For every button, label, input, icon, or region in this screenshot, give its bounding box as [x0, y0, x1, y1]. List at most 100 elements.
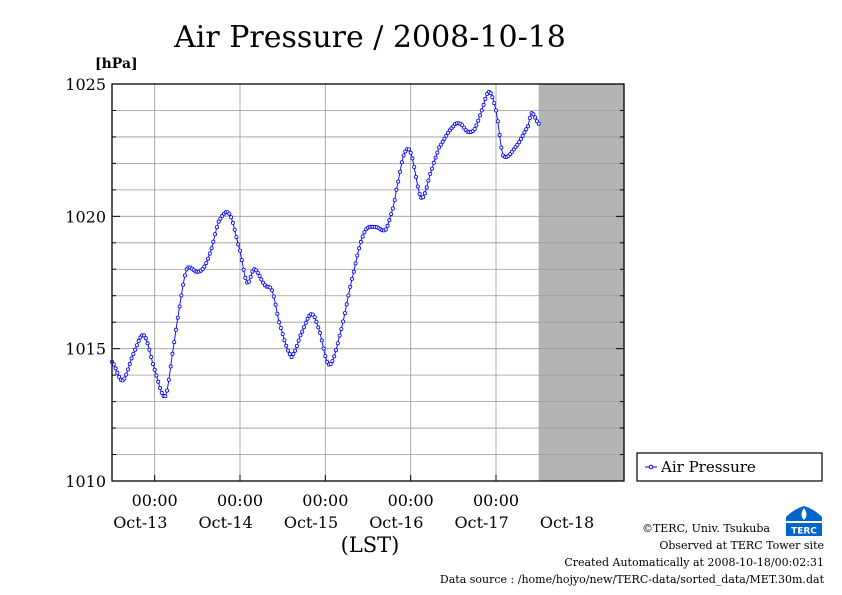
data-point	[177, 304, 182, 309]
data-point	[179, 293, 184, 298]
footer-copyright: ©TERC, Univ. Tsukuba	[641, 522, 770, 535]
data-point	[527, 116, 532, 121]
data-point	[141, 333, 146, 338]
data-point	[271, 294, 276, 299]
data-point	[147, 347, 152, 352]
data-point	[472, 127, 477, 132]
data-point	[207, 251, 212, 256]
data-point	[230, 220, 235, 225]
data-point	[301, 325, 306, 330]
data-point	[166, 377, 171, 382]
footer-observed: Observed at TERC Tower site	[659, 539, 824, 552]
data-point	[417, 191, 422, 196]
data-point	[243, 275, 248, 280]
data-point	[285, 348, 290, 353]
y-tick-label: 1015	[65, 340, 106, 359]
data-point	[517, 140, 522, 145]
data-point	[435, 150, 440, 155]
x-axis-label: (LST)	[341, 533, 400, 557]
data-point	[390, 206, 395, 211]
data-point	[421, 195, 426, 200]
data-point	[397, 169, 402, 174]
data-point	[239, 258, 244, 263]
data-point	[248, 274, 253, 279]
data-point	[428, 171, 433, 176]
legend-label: Air Pressure	[660, 458, 756, 476]
x-tick-label-date: Oct-17	[455, 513, 509, 532]
data-point	[277, 320, 282, 325]
data-point	[280, 332, 285, 337]
data-point	[218, 216, 223, 221]
data-point	[269, 288, 274, 293]
data-point	[319, 338, 324, 343]
y-tick-label: 1020	[65, 207, 106, 226]
data-point	[328, 361, 333, 366]
data-point	[422, 191, 427, 196]
data-point	[332, 354, 337, 359]
data-point	[499, 145, 504, 150]
data-point	[300, 329, 305, 334]
data-point	[145, 341, 150, 346]
data-point	[337, 333, 342, 338]
y-axis-unit: [hPa]	[95, 56, 138, 72]
data-point	[437, 145, 442, 150]
data-point	[442, 136, 447, 141]
data-point	[383, 227, 388, 232]
data-point	[342, 311, 347, 316]
data-point	[415, 184, 420, 189]
series-air-pressure	[110, 89, 541, 399]
x-tick-label-time: 00:00	[132, 491, 178, 510]
data-point	[202, 264, 207, 269]
data-point	[483, 96, 488, 101]
chart-title: Air Pressure / 2008-10-18	[173, 20, 566, 55]
no-data-region	[538, 84, 624, 481]
data-point	[518, 137, 523, 142]
data-point	[312, 315, 317, 320]
data-point	[348, 284, 353, 289]
data-point	[163, 394, 168, 399]
data-point	[387, 218, 392, 223]
data-point	[357, 246, 362, 251]
data-point	[127, 361, 132, 366]
axis-ticks: 1010 1015 1020 1025 00:00 00:00 00:00 00:00 00:0…	[65, 75, 624, 532]
data-point	[445, 130, 450, 135]
data-point	[515, 142, 520, 147]
data-point	[296, 338, 301, 343]
data-point	[396, 179, 401, 184]
data-point	[444, 133, 449, 138]
x-tick-label-date: Oct-16	[369, 513, 423, 532]
x-tick-label-date: Oct-18	[540, 513, 594, 532]
data-point	[232, 227, 237, 232]
data-point	[234, 235, 239, 240]
data-point	[124, 372, 129, 377]
data-point	[429, 166, 434, 171]
data-point	[330, 359, 335, 364]
data-point	[204, 261, 209, 266]
data-point	[317, 330, 322, 335]
data-point	[134, 343, 139, 348]
data-point	[273, 302, 278, 307]
data-point	[227, 211, 232, 216]
data-point	[488, 91, 493, 96]
data-point	[131, 351, 136, 356]
data-point	[113, 366, 118, 371]
data-point	[209, 246, 214, 251]
data-point	[335, 341, 340, 346]
legend: Air Pressure	[636, 452, 823, 482]
data-point	[531, 112, 536, 117]
data-point	[152, 367, 157, 372]
data-point	[399, 160, 404, 165]
data-point	[241, 267, 246, 272]
data-point	[438, 142, 443, 147]
svg-text:TERC: TERC	[791, 527, 817, 537]
data-point	[159, 390, 164, 395]
footer-created: Created Automatically at 2008-10-18/00:0…	[564, 556, 824, 569]
data-point	[392, 197, 397, 202]
data-point	[268, 285, 273, 290]
data-point	[358, 239, 363, 244]
data-point	[424, 185, 429, 190]
data-point	[333, 348, 338, 353]
data-point	[406, 147, 411, 152]
data-point	[431, 160, 436, 165]
data-point	[175, 315, 180, 320]
